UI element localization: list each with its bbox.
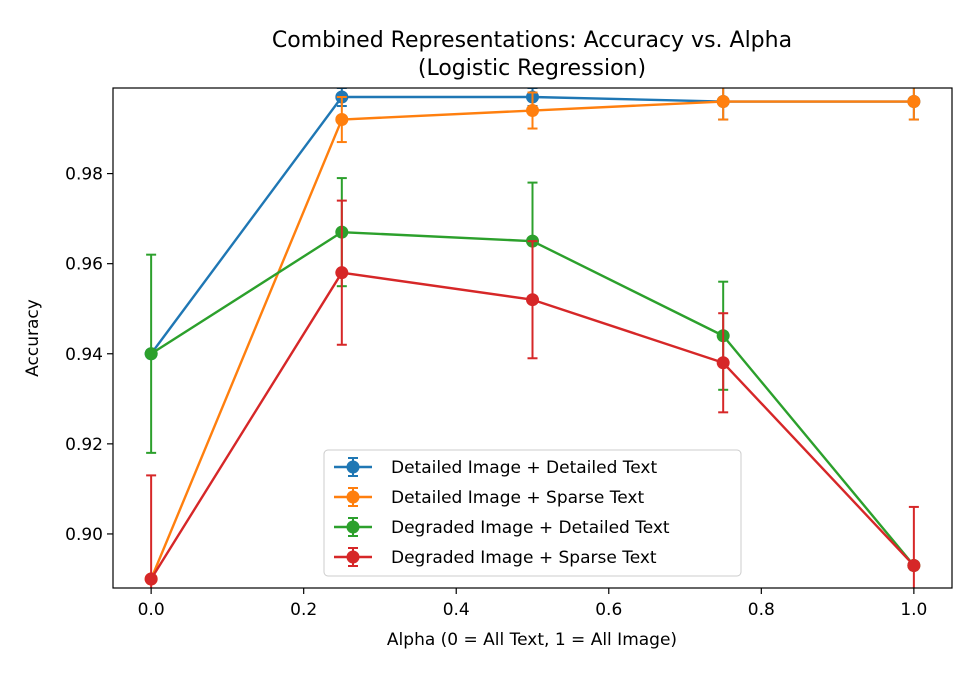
y-axis-label: Accuracy	[23, 299, 43, 377]
plot-frame	[112, 87, 953, 589]
y-tick-label: 0.90	[65, 525, 103, 545]
legend-item: Detailed Image + Detailed Text	[334, 457, 657, 478]
x-tick-label: 1.0	[900, 600, 927, 620]
series-3	[144, 199, 921, 588]
legend-marker	[346, 490, 360, 504]
legend-marker	[346, 520, 360, 534]
data-point	[907, 558, 921, 572]
legend-label: Detailed Image + Detailed Text	[391, 458, 657, 478]
axis-ticks: 0.0 0.2 0.4 0.6 0.8 1.0 0.90 0.92 0.94 0.96 0.98	[65, 165, 927, 620]
data-point	[907, 95, 921, 109]
x-tick-label: 0.0	[138, 600, 165, 620]
legend-marker	[346, 550, 360, 564]
legend-label: Degraded Image + Sparse Text	[391, 548, 657, 568]
legend-label: Degraded Image + Detailed Text	[391, 518, 670, 538]
data-point	[144, 572, 158, 586]
x-axis-label: Alpha (0 = All Text, 1 = All Image)	[387, 630, 677, 650]
legend-item: Degraded Image + Detailed Text	[334, 517, 670, 538]
legend-item: Detailed Image + Sparse Text	[334, 487, 644, 508]
chart-title: Combined Representations: Accuracy vs. A…	[272, 28, 792, 53]
legend-frame	[323, 449, 742, 577]
y-tick-label: 0.98	[65, 165, 103, 185]
data-point	[526, 104, 539, 118]
legend-item: Degraded Image + Sparse Text	[334, 547, 657, 568]
y-tick-label: 0.96	[65, 255, 103, 275]
legend-label: Detailed Image + Sparse Text	[391, 488, 644, 508]
chart-subtitle: (Logistic Regression)	[418, 56, 646, 81]
x-tick-label: 0.2	[290, 600, 317, 620]
data-point	[716, 356, 730, 370]
y-tick-label: 0.92	[65, 435, 103, 455]
x-tick-label: 0.6	[595, 600, 622, 620]
legend-marker	[346, 460, 360, 474]
data-point	[335, 113, 349, 127]
data-point	[526, 293, 539, 307]
data-point	[335, 266, 349, 280]
data-point	[716, 95, 730, 109]
y-tick-label: 0.94	[65, 345, 103, 365]
data-point	[144, 347, 158, 361]
x-tick-label: 0.8	[748, 600, 775, 620]
x-tick-label: 0.4	[443, 600, 470, 620]
plot-area	[144, 88, 921, 588]
legend: Detailed Image + Detailed Text Detailed I…	[323, 449, 742, 577]
